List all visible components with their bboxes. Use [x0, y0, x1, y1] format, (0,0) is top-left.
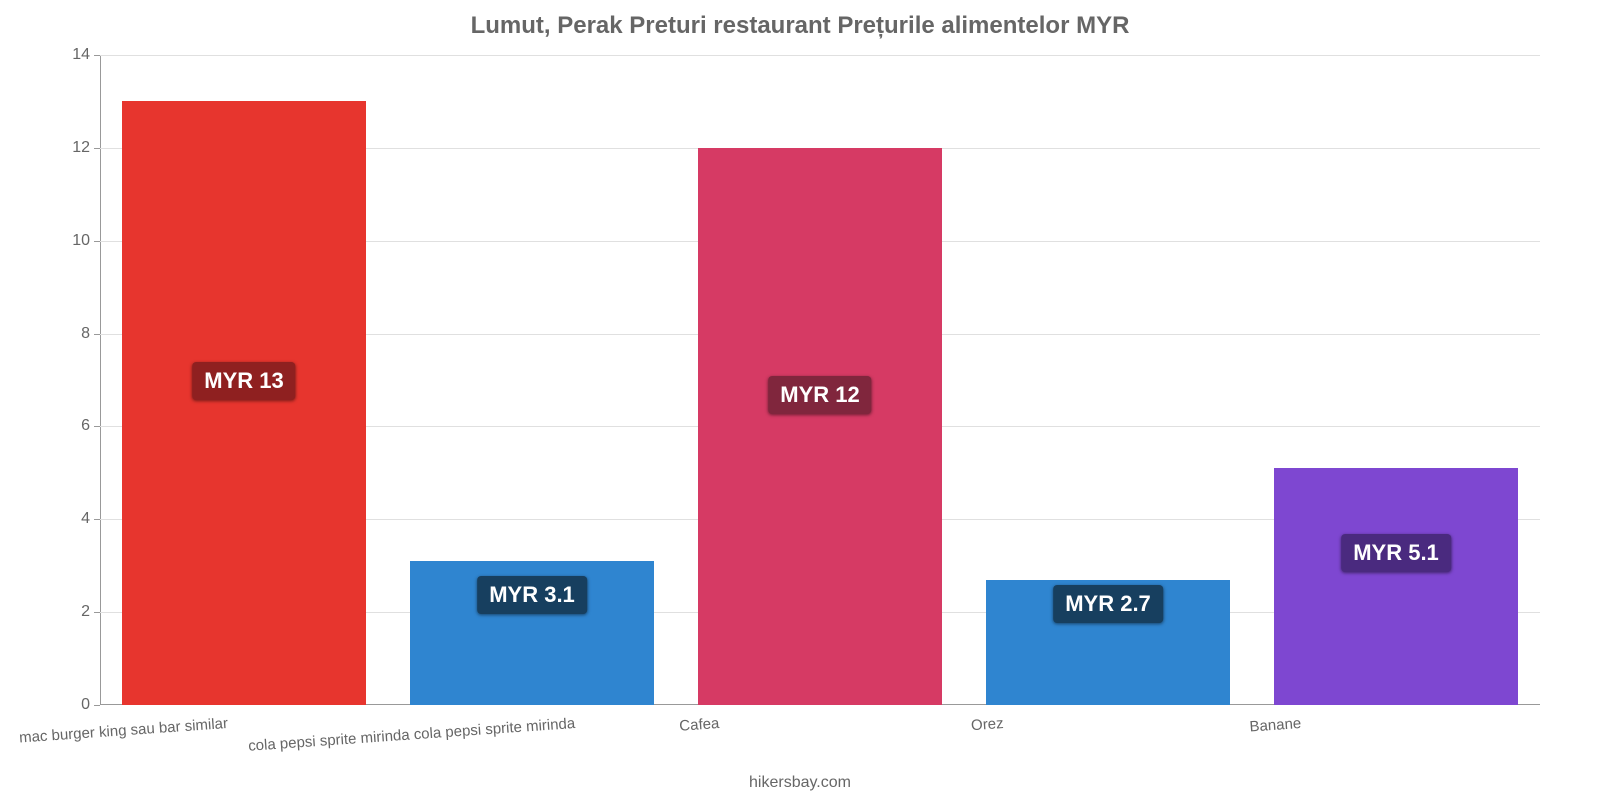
- chart-container: Lumut, Perak Preturi restaurant Prețuril…: [0, 0, 1600, 800]
- y-axis-line: [100, 55, 101, 705]
- xtick-label: mac burger king sau bar similar: [17, 705, 228, 747]
- attribution-text: hikersbay.com: [0, 774, 1600, 792]
- value-badge: MYR 2.7: [1053, 585, 1163, 623]
- plot-area: 02468101214MYR 13mac burger king sau bar…: [100, 55, 1540, 705]
- value-badge: MYR 13: [192, 362, 295, 400]
- bar: [1274, 468, 1519, 705]
- xtick-label: cola pepsi sprite mirinda cola pepsi spr…: [247, 705, 576, 755]
- xtick-label: Banane: [1248, 705, 1301, 736]
- bar: [122, 101, 367, 705]
- ytick-label: 2: [81, 603, 100, 621]
- ytick-label: 6: [81, 417, 100, 435]
- ytick-label: 14: [72, 46, 100, 64]
- xtick-label: Orez: [969, 705, 1003, 734]
- gridline: [100, 55, 1540, 56]
- chart-title: Lumut, Perak Preturi restaurant Prețuril…: [0, 12, 1600, 40]
- xtick-label: Cafea: [678, 705, 720, 735]
- value-badge: MYR 3.1: [477, 576, 587, 614]
- ytick-label: 4: [81, 510, 100, 528]
- ytick-label: 0: [81, 696, 100, 714]
- ytick-label: 10: [72, 232, 100, 250]
- ytick-label: 12: [72, 139, 100, 157]
- bar: [698, 148, 943, 705]
- value-badge: MYR 5.1: [1341, 534, 1451, 572]
- value-badge: MYR 12: [768, 376, 871, 414]
- ytick-label: 8: [81, 325, 100, 343]
